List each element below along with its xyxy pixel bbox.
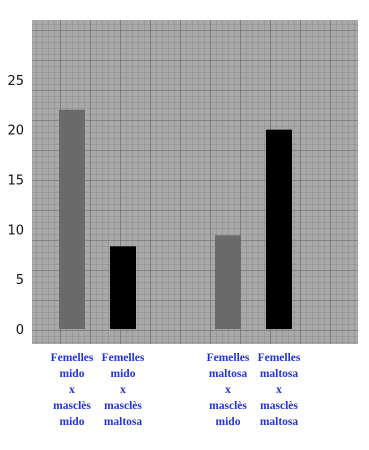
category-label-line: x xyxy=(69,384,75,396)
category-label: Femelles maltosa x masclès mido xyxy=(197,350,259,430)
bar xyxy=(266,129,292,330)
category-label-line: x xyxy=(276,384,282,396)
category-label-line: masclès xyxy=(53,400,91,412)
category-label-line: masclès xyxy=(104,400,142,412)
category-label-line: mido xyxy=(59,416,85,428)
category-label: Femelles maltosa x masclès maltosa xyxy=(248,350,310,430)
bar xyxy=(215,235,241,330)
category-label-line: maltosa xyxy=(103,416,143,428)
category-label-line: maltosa xyxy=(259,416,299,428)
category-label-line: maltosa xyxy=(259,368,299,380)
category-label-line: mido xyxy=(110,368,136,380)
y-tick-label: 10 xyxy=(7,223,24,238)
category-label-line: masclès xyxy=(209,400,247,412)
y-tick-label: 0 xyxy=(16,323,24,338)
y-tick-label: 15 xyxy=(7,174,24,189)
category-label-line: mido xyxy=(215,416,241,428)
category-label-line: Femelles xyxy=(101,352,145,364)
y-tick-label: 20 xyxy=(7,124,24,139)
category-label-line: masclès xyxy=(260,400,298,412)
category-label: Femelles mido x masclès maltosa xyxy=(92,350,154,430)
category-label-line: x xyxy=(120,384,126,396)
category-label-line: Femelles xyxy=(50,352,94,364)
category-label-line: Femelles xyxy=(206,352,250,364)
category-label-line: mido xyxy=(59,368,85,380)
category-label-line: x xyxy=(225,384,231,396)
y-tick-label: 25 xyxy=(7,74,24,89)
category-label-line: maltosa xyxy=(208,368,248,380)
bar xyxy=(59,109,85,330)
plot-area xyxy=(32,20,358,344)
bar xyxy=(110,246,136,330)
category-label: Femelles mido x masclès mido xyxy=(41,350,103,430)
category-label-line: Femelles xyxy=(257,352,301,364)
y-tick-label: 5 xyxy=(16,273,24,288)
